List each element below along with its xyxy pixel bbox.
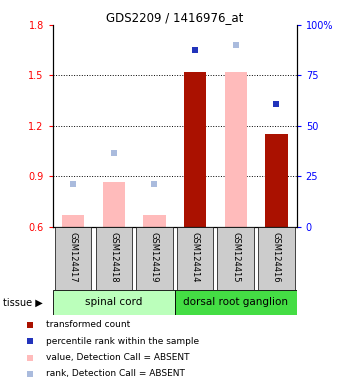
Bar (55, 227, 91, 290)
Bar (95, 227, 132, 290)
Text: dorsal root ganglion: dorsal root ganglion (183, 297, 288, 308)
Bar (143, 215, 166, 227)
Text: GSM124417: GSM124417 (69, 232, 78, 282)
Text: percentile rank within the sample: percentile rank within the sample (46, 337, 199, 346)
Text: rank, Detection Call = ABSENT: rank, Detection Call = ABSENT (46, 369, 184, 378)
Text: GSM124418: GSM124418 (109, 232, 118, 282)
Bar (103, 182, 125, 227)
Text: value, Detection Call = ABSENT: value, Detection Call = ABSENT (46, 353, 189, 362)
Bar (258, 227, 295, 290)
Bar (175, 290, 297, 315)
Bar (224, 72, 247, 227)
Bar (53, 290, 175, 315)
Bar (218, 227, 254, 290)
Text: GSM124419: GSM124419 (150, 232, 159, 282)
Text: spinal cord: spinal cord (85, 297, 143, 308)
Text: transformed count: transformed count (46, 321, 130, 329)
Text: GSM124415: GSM124415 (231, 232, 240, 282)
Text: GSM124414: GSM124414 (191, 232, 199, 282)
Bar (136, 227, 173, 290)
Bar (62, 215, 84, 227)
Text: tissue ▶: tissue ▶ (3, 297, 43, 308)
Bar (184, 72, 206, 227)
Bar (265, 134, 287, 227)
Bar (177, 227, 213, 290)
Title: GDS2209 / 1416976_at: GDS2209 / 1416976_at (106, 11, 243, 24)
Text: GSM124416: GSM124416 (272, 232, 281, 282)
